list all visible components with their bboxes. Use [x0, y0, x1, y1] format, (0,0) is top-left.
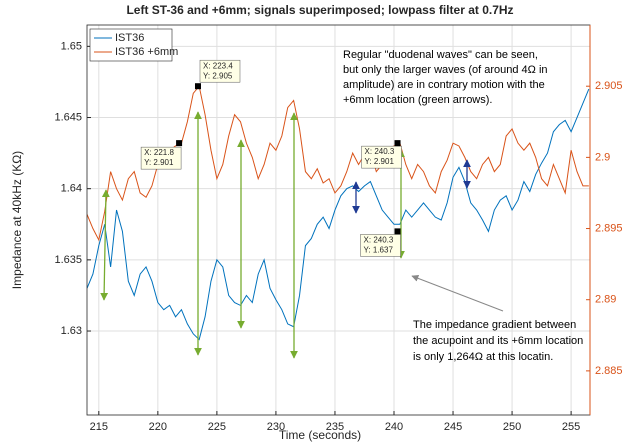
- x-tick-label: 220: [149, 421, 167, 433]
- y-tick-label: 1.64: [61, 183, 82, 195]
- y-axis-label: Impedance at 40kHz (KΩ): [10, 151, 24, 289]
- legend-box: [89, 28, 173, 62]
- grid: [87, 25, 590, 415]
- annotation: +6mm location (green arrows).: [343, 94, 492, 106]
- pointer-arrow: [411, 274, 504, 312]
- x-tick-label: 240: [385, 421, 403, 433]
- chart-title: Left ST-36 and +6mm; signals superimpose…: [126, 3, 513, 17]
- datatip-label: Y: 2.901: [365, 157, 395, 166]
- x-axis-label: Time (seconds): [279, 428, 361, 442]
- annotation: the acupoint and its +6mm location: [413, 335, 583, 347]
- datatip-box: [361, 145, 402, 169]
- datatip-box: [360, 234, 401, 257]
- datatip-box: [199, 59, 241, 83]
- datatip-marker: [194, 83, 201, 90]
- datatip-label: Y: 2.905: [203, 71, 233, 80]
- y2-tick-label: 2.9: [595, 151, 610, 163]
- datatip-label: X: 221.8: [144, 148, 174, 157]
- x-tick-label: 215: [90, 421, 108, 433]
- datatip-marker: [394, 228, 401, 235]
- datatip-label: X: 240.3: [365, 147, 395, 156]
- y-tick-label: 1.65: [61, 40, 82, 52]
- arrows: [100, 111, 504, 359]
- y2-tick-label: 2.885: [595, 365, 623, 377]
- datatip-box: [140, 146, 182, 170]
- annotation: Regular "duodenal waves" can be seen,: [343, 49, 538, 61]
- datatip-marker: [394, 140, 401, 147]
- y2-tick-label: 2.905: [595, 80, 623, 92]
- datatip-marker: [176, 140, 183, 147]
- annotation: The impedance gradient between: [413, 319, 576, 331]
- y-tick-label: 1.645: [54, 111, 82, 123]
- y2-tick-label: 2.89: [595, 294, 616, 306]
- legend-label: IST36: [115, 32, 144, 44]
- y-tick-label: 1.635: [54, 254, 82, 266]
- annotation: amplitude) are in contrary motion with t…: [343, 79, 545, 91]
- series-line: [87, 88, 590, 341]
- legend-label: IST36 +6mm: [115, 46, 178, 58]
- y-tick-label: 1.63: [61, 325, 82, 337]
- annotation: but only the larger waves (of around 4Ω …: [343, 64, 548, 76]
- x-tick-label: 255: [562, 421, 580, 433]
- datatip-label: X: 240.3: [364, 235, 394, 244]
- x-tick-label: 235: [326, 421, 344, 433]
- green-arrow: [100, 189, 110, 301]
- x-tick-label: 250: [503, 421, 521, 433]
- annotation: is only 1,264Ω at this locatin.: [413, 351, 553, 363]
- x-tick-label: 225: [208, 421, 226, 433]
- datatip-label: X: 223.4: [203, 61, 233, 70]
- x-tick-label: 245: [444, 421, 462, 433]
- x-tick-label: 230: [267, 421, 285, 433]
- datatip-label: Y: 1.637: [364, 245, 394, 254]
- datatip-label: Y: 2.901: [144, 158, 174, 167]
- y2-tick-label: 2.895: [595, 222, 623, 234]
